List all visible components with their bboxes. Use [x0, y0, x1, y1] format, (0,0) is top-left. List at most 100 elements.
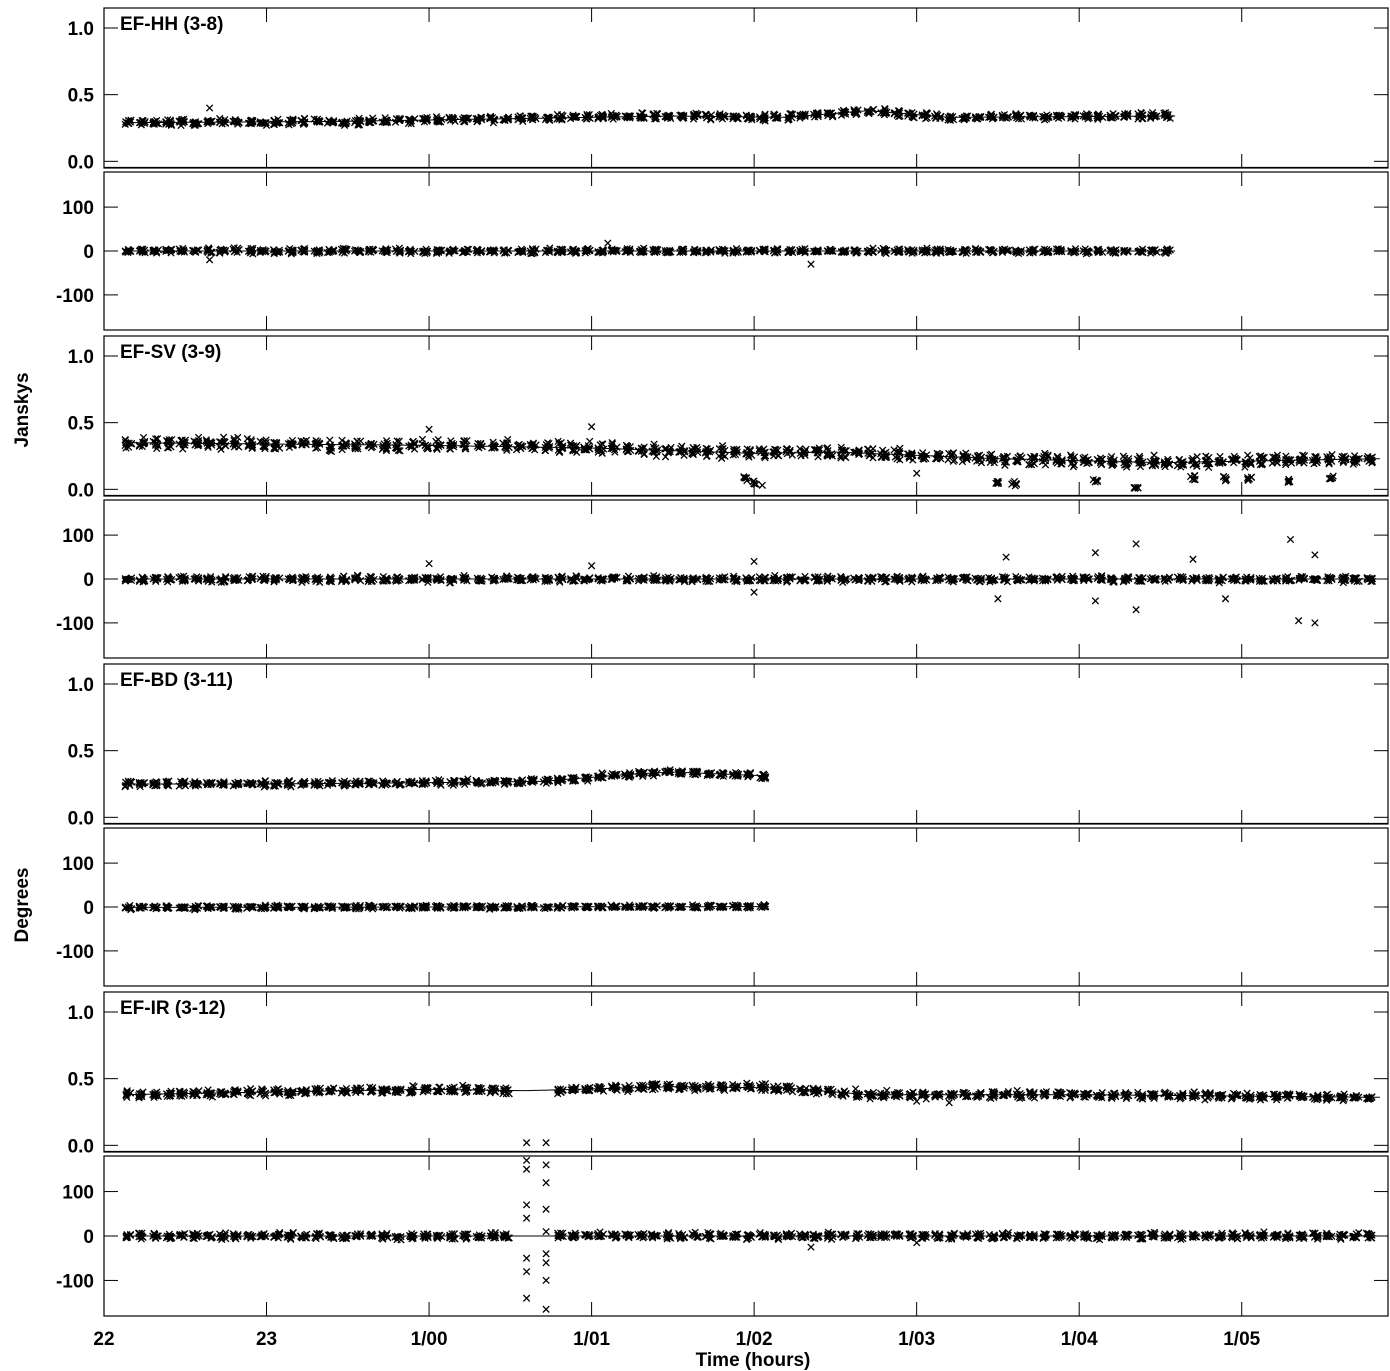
amplitude-point	[338, 436, 346, 445]
amplitude-point	[774, 114, 782, 122]
amplitude-point	[692, 109, 700, 117]
phase-tick-label: 100	[62, 198, 94, 219]
amplitude-point	[703, 452, 711, 460]
amplitude-points-2	[121, 423, 1377, 492]
amplitude-point	[257, 119, 265, 127]
amplitude-point	[1150, 451, 1158, 459]
phase-points-1	[121, 239, 1174, 268]
phase-panel-2: 100 0 -100	[56, 499, 1389, 659]
phase-point	[1286, 535, 1295, 544]
phase-point	[205, 256, 214, 264]
amplitude-point	[814, 453, 822, 461]
amplitude-point	[499, 116, 507, 124]
amplitude-point	[474, 116, 482, 125]
amplitude-panel-1: 1.00.50.0EF-HH (3-8)	[68, 7, 1389, 173]
phase-point	[587, 562, 596, 570]
amplitude-point	[758, 481, 766, 489]
phase-point	[1091, 549, 1100, 557]
phase-point	[807, 260, 815, 268]
amplitude-point	[154, 120, 163, 128]
phase-point	[1311, 551, 1319, 559]
amplitude-points-4	[122, 1079, 1376, 1147]
amplitude-tick-label: 1.0	[68, 675, 94, 696]
amplitude-point	[772, 114, 781, 122]
amplitude-point	[407, 117, 415, 125]
phase-point	[1132, 540, 1140, 548]
amplitude-panel-4: 1.00.50.0EF-IR (3-12)	[68, 991, 1389, 1157]
amplitude-point	[341, 118, 349, 126]
amplitude-point	[904, 109, 912, 117]
amplitude-point	[338, 118, 346, 126]
amplitude-point	[205, 104, 214, 112]
phase-panel-1: 100 0 -100	[56, 171, 1389, 331]
panel-title: EF-HH (3-8)	[120, 14, 223, 35]
phase-tick-label: 100	[62, 526, 94, 547]
amplitude-point	[382, 117, 390, 125]
phase-tick-label: -100	[56, 614, 94, 635]
amplitude-point	[121, 120, 129, 128]
amplitude-point	[151, 117, 159, 126]
amplitude-point	[587, 423, 596, 431]
phase-point	[750, 557, 758, 566]
amplitude-point	[1244, 451, 1252, 459]
amplitude-point	[913, 469, 921, 477]
amplitude-point	[488, 113, 497, 122]
phase-point	[1002, 553, 1010, 561]
amplitude-point	[315, 118, 324, 126]
panel-title: EF-SV (3-9)	[120, 342, 221, 363]
amplitude-point	[216, 114, 224, 123]
amplitude-tick-label: 0.0	[68, 808, 94, 829]
amplitude-point	[276, 118, 284, 127]
amplitude-panel-4-border	[103, 991, 1389, 1153]
phase-point	[425, 559, 433, 568]
amplitude-point	[464, 114, 473, 122]
amplitude-panel-3-border	[103, 663, 1389, 825]
phase-point	[1091, 597, 1100, 605]
phase-tick-label: 0	[83, 570, 94, 591]
amplitude-point	[262, 119, 270, 127]
amplitude-point	[365, 118, 373, 126]
phase-point	[1132, 606, 1140, 614]
amplitude-tick-label: 0.5	[68, 414, 95, 435]
amplitude-points-3	[121, 766, 770, 791]
amplitude-point	[274, 118, 282, 127]
phase-tick-label: 0	[83, 242, 94, 263]
amplitude-tick-label: 0.0	[68, 480, 94, 501]
phase-tick-label: -100	[56, 286, 94, 307]
panels-group: 1.0 0.5 0.0 EF-HH (3-8) 100 0 -100 1.0 0.5 0.0 EF-…	[56, 7, 1389, 1350]
amplitude-point	[418, 435, 427, 444]
amplitude-tick-label: 1.0	[68, 1003, 94, 1024]
phase-point	[994, 595, 1002, 603]
phase-point	[1221, 595, 1230, 603]
amplitude-point	[761, 117, 769, 125]
amplitude-tick-label: 0.0	[68, 1136, 94, 1157]
amplitude-point	[249, 116, 257, 125]
amplitude-point	[500, 116, 509, 124]
amplitude-panel-2-border	[103, 335, 1389, 497]
phase-point	[750, 588, 758, 596]
phase-point	[1311, 619, 1319, 627]
amplitude-point	[350, 118, 359, 127]
amplitude-point	[881, 107, 889, 115]
amplitude-point	[425, 425, 433, 433]
amplitude-point	[299, 120, 308, 128]
amplitude-point	[178, 115, 186, 124]
phase-point	[604, 239, 612, 247]
amplitude-tick-label: 0.5	[68, 1070, 95, 1091]
amplitude-point	[852, 108, 860, 116]
amplitude-point	[328, 119, 337, 127]
amplitude-tick-label: 0.5	[68, 742, 95, 763]
amplitude-panel-2: 1.0 0.5 0.0 EF-SV (3-9)	[68, 335, 1389, 501]
amplitude-point	[541, 115, 550, 124]
amplitude-point	[448, 115, 457, 123]
phase-tick-label: 100	[62, 854, 94, 875]
phase-point	[1294, 617, 1303, 625]
phase-points-2	[121, 535, 1377, 627]
amplitude-tick-label: 0.0	[68, 152, 94, 173]
amplitude-tick-label: 1.0	[68, 347, 94, 368]
amplitude-point	[141, 118, 149, 126]
panel-title: EF-BD (3-11)	[120, 670, 233, 691]
phase-tick-label: -100	[56, 942, 94, 963]
